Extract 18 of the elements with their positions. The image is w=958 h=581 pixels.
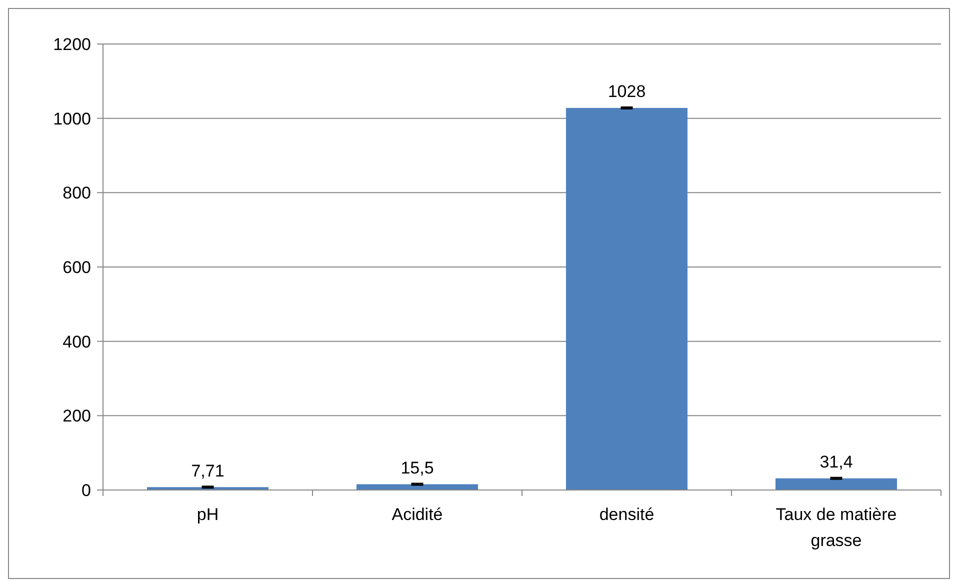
- x-tick-label: Taux de matière grasse: [776, 505, 897, 550]
- y-tick-label: 1000: [53, 109, 91, 128]
- data-label: 7,71: [191, 461, 224, 480]
- x-tick-label: Acidité: [392, 505, 443, 524]
- y-tick-label: 800: [62, 184, 91, 203]
- y-tick-label: 200: [62, 406, 91, 426]
- y-tick-label: 0: [82, 480, 91, 500]
- y-tick-label: 1200: [53, 34, 91, 54]
- data-label: 1028: [608, 82, 646, 102]
- bar: [775, 478, 898, 490]
- bar: [566, 108, 688, 490]
- x-tick-label: densité: [599, 505, 654, 524]
- bar: [356, 484, 478, 490]
- y-tick-label: 600: [62, 258, 91, 277]
- y-tick-label: 400: [62, 332, 91, 352]
- data-label: 15,5: [400, 458, 434, 478]
- x-tick-label: pH: [196, 505, 219, 524]
- data-label: 31,4: [820, 452, 853, 472]
